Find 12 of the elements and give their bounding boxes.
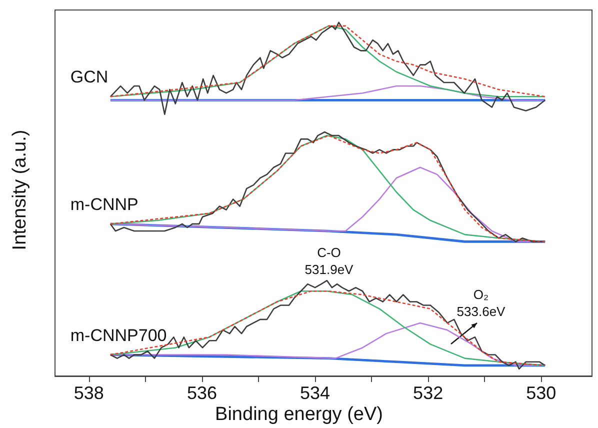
series-label: GCN	[70, 68, 108, 87]
x-axis-title: Binding energy (eV)	[215, 404, 383, 425]
series-label: m-CNNP700	[70, 326, 167, 345]
x-tick-label: 536	[186, 383, 217, 403]
x-tick-label: 534	[300, 383, 330, 403]
annotation: O₂ 533.6eV	[456, 287, 506, 319]
annotation: C-O 531.9eV	[304, 245, 354, 277]
x-tick-label: 538	[74, 383, 104, 403]
x-tick-label: 530	[526, 383, 556, 403]
y-axis-title: Intensity (a.u.)	[10, 130, 30, 250]
series-label: m-CNNP	[70, 194, 138, 214]
x-tick-label: 532	[413, 383, 444, 403]
